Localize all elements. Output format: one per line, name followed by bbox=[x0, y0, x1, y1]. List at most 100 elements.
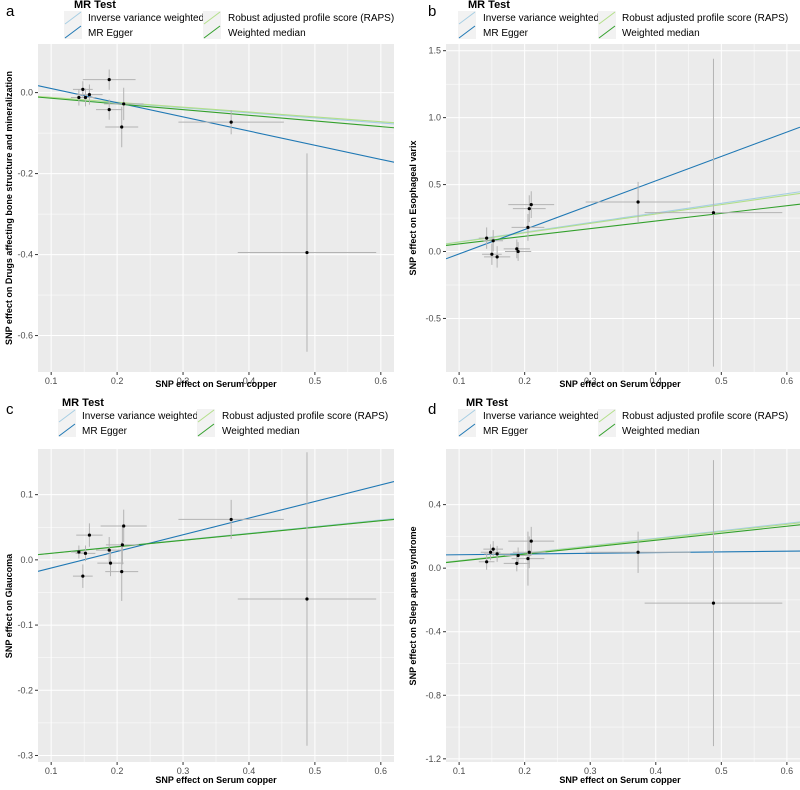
data-point bbox=[81, 574, 85, 578]
legend-line-icon bbox=[197, 409, 215, 423]
data-point bbox=[636, 200, 640, 204]
y-axis-title: SNP effect on Glaucoma bbox=[4, 553, 14, 658]
legend-label: Inverse variance weighted bbox=[88, 13, 204, 24]
data-point bbox=[527, 550, 531, 554]
x-axis-title: SNP effect on Serum copper bbox=[155, 379, 277, 389]
y-tick-label: 0.5 bbox=[428, 180, 441, 190]
gridlines bbox=[38, 449, 394, 762]
legend-label: MR Egger bbox=[82, 426, 128, 437]
data-point bbox=[83, 95, 88, 100]
x-tick-label: 0.4 bbox=[650, 766, 663, 776]
legend-item-raps: Robust adjusted profile score (RAPS) bbox=[203, 11, 394, 25]
y-axis-ticks: 0.1 0.0 -0.1 -0.2 -0.3 bbox=[17, 490, 38, 760]
legend-item-median: Weighted median bbox=[197, 423, 300, 437]
legend-item-raps: Robust adjusted profile score (RAPS) bbox=[197, 409, 388, 423]
x-axis-title: SNP effect on Serum copper bbox=[155, 775, 277, 785]
data-point bbox=[120, 125, 124, 129]
data-point bbox=[515, 247, 519, 251]
data-point bbox=[485, 236, 489, 240]
x-tick-label: 0.1 bbox=[45, 766, 58, 776]
y-tick-label: 1.0 bbox=[428, 113, 441, 123]
data-point bbox=[491, 547, 495, 551]
x-tick-label: 0.4 bbox=[243, 376, 256, 386]
y-tick-label: -0.5 bbox=[425, 313, 441, 323]
regression-line-weighted-median bbox=[38, 518, 394, 556]
regression-line-mr-egger bbox=[38, 481, 394, 572]
data-point bbox=[305, 597, 309, 601]
x-axis-ticks: 0.1 0.2 0.3 0.4 0.5 0.6 bbox=[45, 372, 387, 386]
x-tick-label: 0.5 bbox=[715, 376, 728, 386]
data-point bbox=[87, 93, 92, 97]
x-axis-ticks: 0.1 0.2 0.3 0.4 0.5 0.6 bbox=[45, 762, 387, 776]
y-tick-label: -0.1 bbox=[17, 620, 33, 630]
x-tick-label: 0.6 bbox=[375, 766, 388, 776]
x-axis-ticks: 0.1 0.2 0.3 0.4 0.5 0.6 bbox=[453, 762, 793, 776]
panel-a: a MR Test Inverse variance weighted Robu… bbox=[4, 0, 394, 389]
data-point bbox=[495, 552, 499, 556]
data-point bbox=[108, 561, 113, 565]
legend-label: Robust adjusted profile score (RAPS) bbox=[622, 411, 788, 422]
legend-line-icon bbox=[64, 25, 82, 39]
data-point bbox=[711, 601, 716, 605]
legend-line-icon bbox=[458, 423, 476, 437]
regression-line-robust-adjusted-profile-score-raps bbox=[446, 192, 800, 245]
data-point bbox=[107, 108, 111, 112]
x-tick-label: 0.4 bbox=[243, 766, 256, 776]
panel-c: c MR Test Inverse variance weighted Robu… bbox=[4, 397, 394, 785]
x-tick-label: 0.2 bbox=[111, 766, 124, 776]
y-tick-label: -0.2 bbox=[17, 685, 33, 695]
x-axis-ticks: 0.1 0.2 0.3 0.4 0.5 0.6 bbox=[453, 372, 793, 386]
legend: MR Test Inverse variance weighted Robust… bbox=[458, 397, 788, 437]
panel-letter: c bbox=[6, 401, 14, 418]
panel-letter: a bbox=[6, 3, 15, 20]
legend-item-ivw: Inverse variance weighted bbox=[458, 11, 599, 25]
data-point bbox=[122, 524, 126, 528]
legend-line-icon bbox=[458, 11, 476, 25]
legend-line-icon bbox=[58, 423, 76, 437]
legend-title: MR Test bbox=[468, 0, 510, 11]
data-point bbox=[120, 569, 124, 574]
data-point bbox=[87, 533, 92, 537]
legend: MR Test Inverse variance weighted Robust… bbox=[64, 0, 394, 39]
data-points bbox=[70, 452, 377, 746]
legend-line-icon bbox=[58, 409, 76, 423]
x-tick-label: 0.1 bbox=[453, 766, 466, 776]
x-tick-label: 0.2 bbox=[518, 766, 531, 776]
legend-label: Inverse variance weighted bbox=[483, 13, 599, 24]
gridlines bbox=[446, 449, 800, 762]
data-points bbox=[70, 69, 377, 352]
data-point bbox=[77, 550, 81, 554]
regression-line-mr-egger bbox=[38, 85, 394, 163]
y-axis-ticks: 0.0 -0.2 -0.4 -0.6 bbox=[17, 88, 38, 341]
legend-line-icon bbox=[197, 423, 215, 437]
regression-line-robust-adjusted-profile-score-raps bbox=[38, 95, 394, 124]
legend-line-icon bbox=[598, 25, 616, 39]
data-point bbox=[527, 207, 531, 211]
x-tick-label: 0.6 bbox=[375, 376, 388, 386]
legend-item-egger: MR Egger bbox=[64, 25, 134, 39]
y-axis-title: SNP effect on Esophageal varix bbox=[408, 141, 418, 276]
x-tick-label: 0.1 bbox=[45, 376, 58, 386]
legend-line-icon bbox=[64, 11, 82, 25]
legend-item-egger: MR Egger bbox=[58, 423, 128, 437]
legend-line-icon bbox=[598, 423, 616, 437]
x-tick-label: 0.3 bbox=[584, 376, 597, 386]
data-point bbox=[516, 553, 520, 558]
x-axis-title: SNP effect on Serum copper bbox=[559, 379, 681, 389]
legend-item-median: Weighted median bbox=[598, 25, 700, 39]
x-tick-label: 0.4 bbox=[650, 376, 663, 386]
data-point bbox=[305, 250, 309, 255]
legend-item-raps: Robust adjusted profile score (RAPS) bbox=[598, 11, 788, 25]
y-tick-label: 0.0 bbox=[20, 88, 33, 98]
data-point bbox=[495, 255, 499, 259]
data-point bbox=[485, 560, 489, 564]
x-tick-label: 0.3 bbox=[177, 376, 190, 386]
regression-lines bbox=[38, 85, 394, 163]
x-tick-label: 0.2 bbox=[518, 376, 531, 386]
data-point bbox=[229, 120, 233, 124]
legend-line-icon bbox=[598, 409, 616, 423]
x-tick-label: 0.1 bbox=[453, 376, 466, 386]
y-tick-label: -1.2 bbox=[425, 754, 441, 764]
x-tick-label: 0.5 bbox=[309, 766, 322, 776]
y-tick-label: 0.0 bbox=[20, 555, 33, 565]
